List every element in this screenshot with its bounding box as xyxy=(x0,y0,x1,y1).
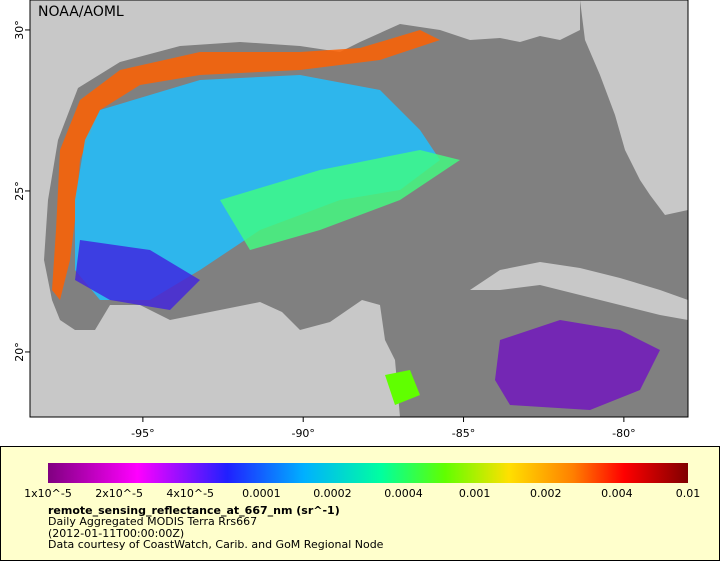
y-tick-label: 30° xyxy=(13,20,26,39)
colorbar-title: remote_sensing_reflectance_at_667_nm (sr… xyxy=(48,504,340,517)
colorbar-tick-label: 0.01 xyxy=(676,487,701,500)
data-yucatan xyxy=(385,370,420,405)
data-offshore xyxy=(75,75,440,300)
credit: NOAA/AOML xyxy=(38,4,124,20)
colorbar-tick-label: 2x10^-5 xyxy=(95,487,143,500)
legend-line: (2012-01-11T00:00:00Z) xyxy=(48,527,184,540)
colorbar xyxy=(48,463,688,483)
x-tick-label: -85° xyxy=(452,427,475,440)
land-cuba xyxy=(470,262,688,320)
x-tick-label: -80° xyxy=(612,427,635,440)
land-florida xyxy=(580,0,688,215)
data-plume xyxy=(220,150,460,250)
legend-panel: 1x10^-5 2x10^-5 4x10^-5 0.0001 0.0002 0.0004 0… xyxy=(0,446,720,561)
map: NOAA/AOML -95° -90° -85° -80° 30° 25° 20° xyxy=(13,0,689,440)
colorbar-tick-label: 0.002 xyxy=(530,487,562,500)
land-north xyxy=(30,0,580,300)
colorbar-tick-label: 4x10^-5 xyxy=(166,487,214,500)
legend-line: Daily Aggregated MODIS Terra Rrs667 xyxy=(48,515,257,528)
y-tick-label: 25° xyxy=(13,181,26,201)
colorbar-tick-label: 0.0002 xyxy=(313,487,352,500)
y-tick-label: 20° xyxy=(13,342,26,362)
colorbar-tick-label: 1x10^-5 xyxy=(24,487,72,500)
colorbar-tick-label: 0.004 xyxy=(601,487,633,500)
colorbar-tick-label: 0.0004 xyxy=(384,487,423,500)
colorbar-tick-label: 0.0001 xyxy=(242,487,281,500)
map-frame xyxy=(29,0,689,418)
x-tick-label: -90° xyxy=(291,427,314,440)
x-tick-label: -95° xyxy=(131,427,154,440)
legend-line: Data courtesy of CoastWatch, Carib. and … xyxy=(48,538,384,551)
land-mexico xyxy=(30,300,400,417)
data-caribbean xyxy=(495,320,660,410)
colorbar-tick-label: 0.001 xyxy=(459,487,491,500)
data-south xyxy=(75,240,200,310)
